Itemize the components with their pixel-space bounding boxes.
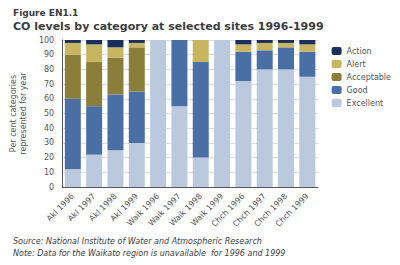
svg-text:represented for year: represented for year [19, 72, 28, 155]
svg-text:Waik 1999: Waik 1999 [189, 191, 226, 228]
svg-text:AkI 1997: AkI 1997 [66, 191, 98, 224]
svg-text:Waik 1996: Waik 1996 [125, 191, 162, 228]
svg-text:Source: National Institute of: Source: National Institute of Water and … [13, 237, 262, 246]
svg-text:30: 30 [44, 138, 54, 147]
svg-text:Waik 1997: Waik 1997 [146, 191, 183, 228]
svg-text:Waik 1998: Waik 1998 [167, 191, 204, 228]
svg-text:0: 0 [49, 183, 54, 192]
svg-text:Acceptable: Acceptable [347, 73, 391, 82]
svg-text:Alert: Alert [347, 60, 366, 69]
svg-text:AkI 1996: AkI 1996 [44, 191, 76, 224]
svg-text:40: 40 [44, 124, 54, 133]
svg-text:CO levels by category at selec: CO levels by category at selected sites … [13, 20, 324, 33]
svg-text:Per cent categories: Per cent categories [9, 75, 18, 152]
svg-text:80: 80 [44, 65, 54, 74]
svg-text:Chch 1998: Chch 1998 [252, 191, 290, 229]
svg-text:70: 70 [44, 80, 54, 89]
svg-text:100: 100 [39, 36, 54, 45]
svg-text:Action: Action [347, 47, 372, 56]
svg-text:90: 90 [44, 50, 54, 59]
svg-text:Figure EN1.1: Figure EN1.1 [13, 8, 78, 18]
svg-text:Chch 1997: Chch 1997 [231, 191, 268, 229]
svg-text:Chch 1996: Chch 1996 [209, 191, 247, 229]
svg-text:20: 20 [44, 153, 54, 162]
svg-text:AkI 1998: AkI 1998 [87, 191, 119, 224]
svg-text:50: 50 [44, 109, 54, 118]
svg-text:60: 60 [44, 94, 54, 103]
svg-text:Note: Data for the Waikato reg: Note: Data for the Waikato region is una… [13, 249, 285, 258]
svg-text:Good: Good [347, 86, 368, 95]
svg-text:10: 10 [44, 168, 54, 177]
svg-text:Chch 1999: Chch 1999 [274, 192, 311, 229]
svg-text:Excellent: Excellent [347, 99, 384, 108]
svg-text:AkI 1999: AkI 1999 [108, 191, 140, 224]
